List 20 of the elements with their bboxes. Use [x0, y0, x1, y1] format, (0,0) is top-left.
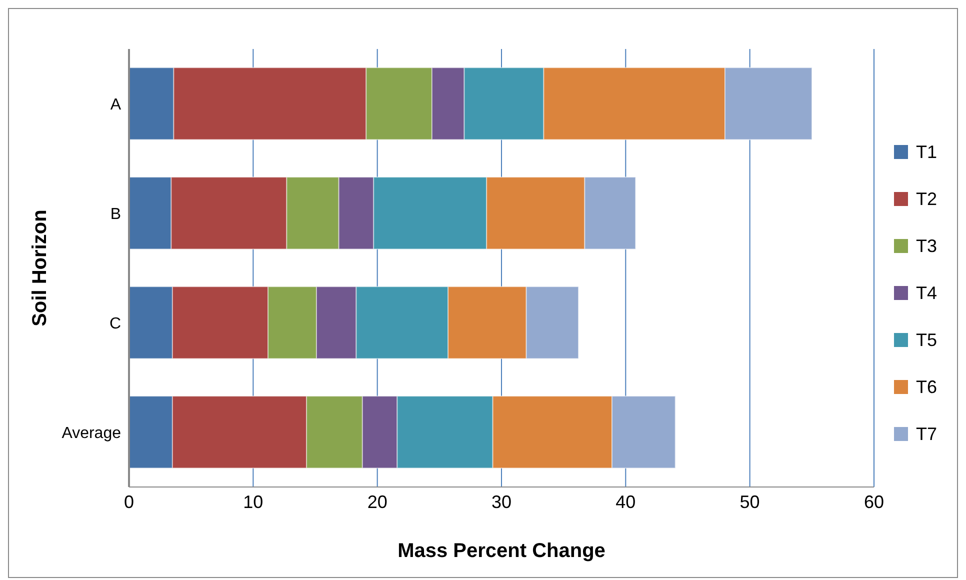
- x-axis-title: Mass Percent Change: [398, 540, 606, 562]
- y-tick-label: A: [110, 96, 122, 114]
- legend-label: T1: [916, 142, 937, 162]
- y-tick-label: B: [110, 206, 121, 223]
- x-tick-label: 20: [367, 492, 388, 512]
- y-tick-label: C: [109, 315, 121, 332]
- x-tick-label: 30: [491, 492, 512, 512]
- x-tick-label: 40: [616, 492, 636, 512]
- legend-label: T4: [916, 282, 937, 304]
- y-tick-label: Average: [62, 424, 122, 442]
- legend-label: T7: [916, 424, 937, 444]
- legend-label: T6: [916, 376, 937, 398]
- x-tick-label: 10: [243, 492, 264, 512]
- legend-label: T2: [916, 188, 937, 210]
- x-tick-label: 50: [740, 492, 760, 512]
- y-axis-title: Soil Horizon: [29, 210, 52, 326]
- x-tick-label: 0: [124, 492, 134, 512]
- x-tick-label: 60: [864, 492, 884, 512]
- legend-label: T5: [916, 330, 937, 350]
- legend-label: T3: [916, 236, 937, 256]
